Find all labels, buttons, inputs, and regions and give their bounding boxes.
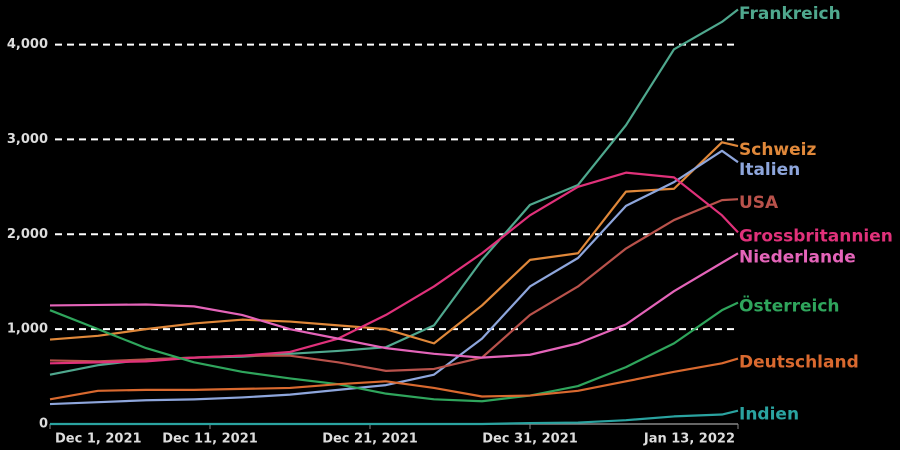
x-tick-label: Dec 31, 2021 xyxy=(482,432,578,447)
x-tick-label: Jan 13, 2022 xyxy=(643,432,735,447)
series-line xyxy=(49,357,739,401)
legend-label: Österreich xyxy=(739,295,840,317)
x-tick-label: Dec 1, 2021 xyxy=(55,432,142,447)
legend-label: Frankreich xyxy=(739,4,841,24)
legend-label: Deutschland xyxy=(739,353,859,373)
y-tick-label: 2,000 xyxy=(7,227,48,242)
series-line xyxy=(50,409,739,426)
series-line xyxy=(49,301,739,403)
legend-label: Grossbritannien xyxy=(739,226,893,246)
legend-label: Schweiz xyxy=(739,140,816,160)
x-tick-label: Dec 11, 2021 xyxy=(162,432,258,447)
legend-label: Indien xyxy=(739,405,799,425)
x-tick-label: Dec 21, 2021 xyxy=(322,432,418,447)
legend-label: USA xyxy=(739,193,779,213)
series-line xyxy=(49,198,739,372)
y-tick-label: 0 xyxy=(39,417,48,432)
y-tick-label: 4,000 xyxy=(7,37,48,52)
series-line xyxy=(49,171,739,365)
legend-label: Italien xyxy=(739,160,800,180)
series-line xyxy=(49,252,739,359)
y-tick-label: 3,000 xyxy=(7,132,48,147)
series-line xyxy=(49,149,739,406)
series-line xyxy=(49,141,739,345)
legend-label: Niederlande xyxy=(739,247,856,267)
y-tick-label: 1,000 xyxy=(7,322,48,337)
